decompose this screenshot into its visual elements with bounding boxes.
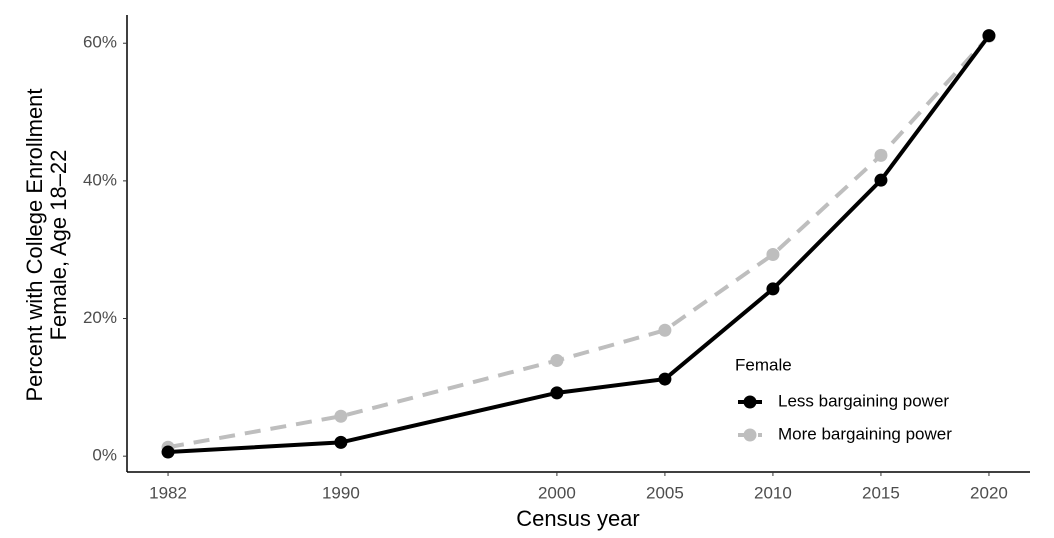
- legend-label: More bargaining power: [778, 424, 952, 443]
- y-axis-label: Female, Age 18–22: [46, 150, 71, 341]
- legend-key: [743, 428, 757, 442]
- data-point: [874, 173, 888, 187]
- y-tick-label: 40%: [83, 170, 117, 189]
- y-axis-label: Percent with College Enrollment: [22, 88, 47, 401]
- x-tick-label: 2020: [970, 483, 1008, 502]
- data-point: [658, 372, 672, 386]
- x-tick-label: 2000: [538, 483, 576, 502]
- data-point: [982, 29, 996, 43]
- data-point: [658, 323, 672, 337]
- data-point: [334, 435, 348, 449]
- x-tick-label: 1990: [322, 483, 360, 502]
- y-tick-label: 60%: [83, 33, 117, 52]
- legend-label: Less bargaining power: [778, 391, 949, 410]
- data-point: [334, 409, 348, 423]
- series-line: [167, 34, 991, 450]
- x-tick-label: 1982: [149, 483, 187, 502]
- legend-title: Female: [735, 355, 792, 374]
- x-axis-label: Census year: [516, 506, 640, 531]
- data-point: [161, 445, 175, 459]
- x-tick-label: 2005: [646, 483, 684, 502]
- data-point: [874, 148, 888, 162]
- data-point: [550, 386, 564, 400]
- data-point: [766, 282, 780, 296]
- x-tick-label: 2015: [862, 483, 900, 502]
- x-tick-label: 2010: [754, 483, 792, 502]
- y-tick-label: 20%: [83, 308, 117, 327]
- data-point: [766, 248, 780, 262]
- y-tick-label: 0%: [92, 446, 117, 465]
- data-point: [550, 354, 564, 368]
- series-line: [167, 34, 991, 455]
- legend-key: [743, 395, 757, 409]
